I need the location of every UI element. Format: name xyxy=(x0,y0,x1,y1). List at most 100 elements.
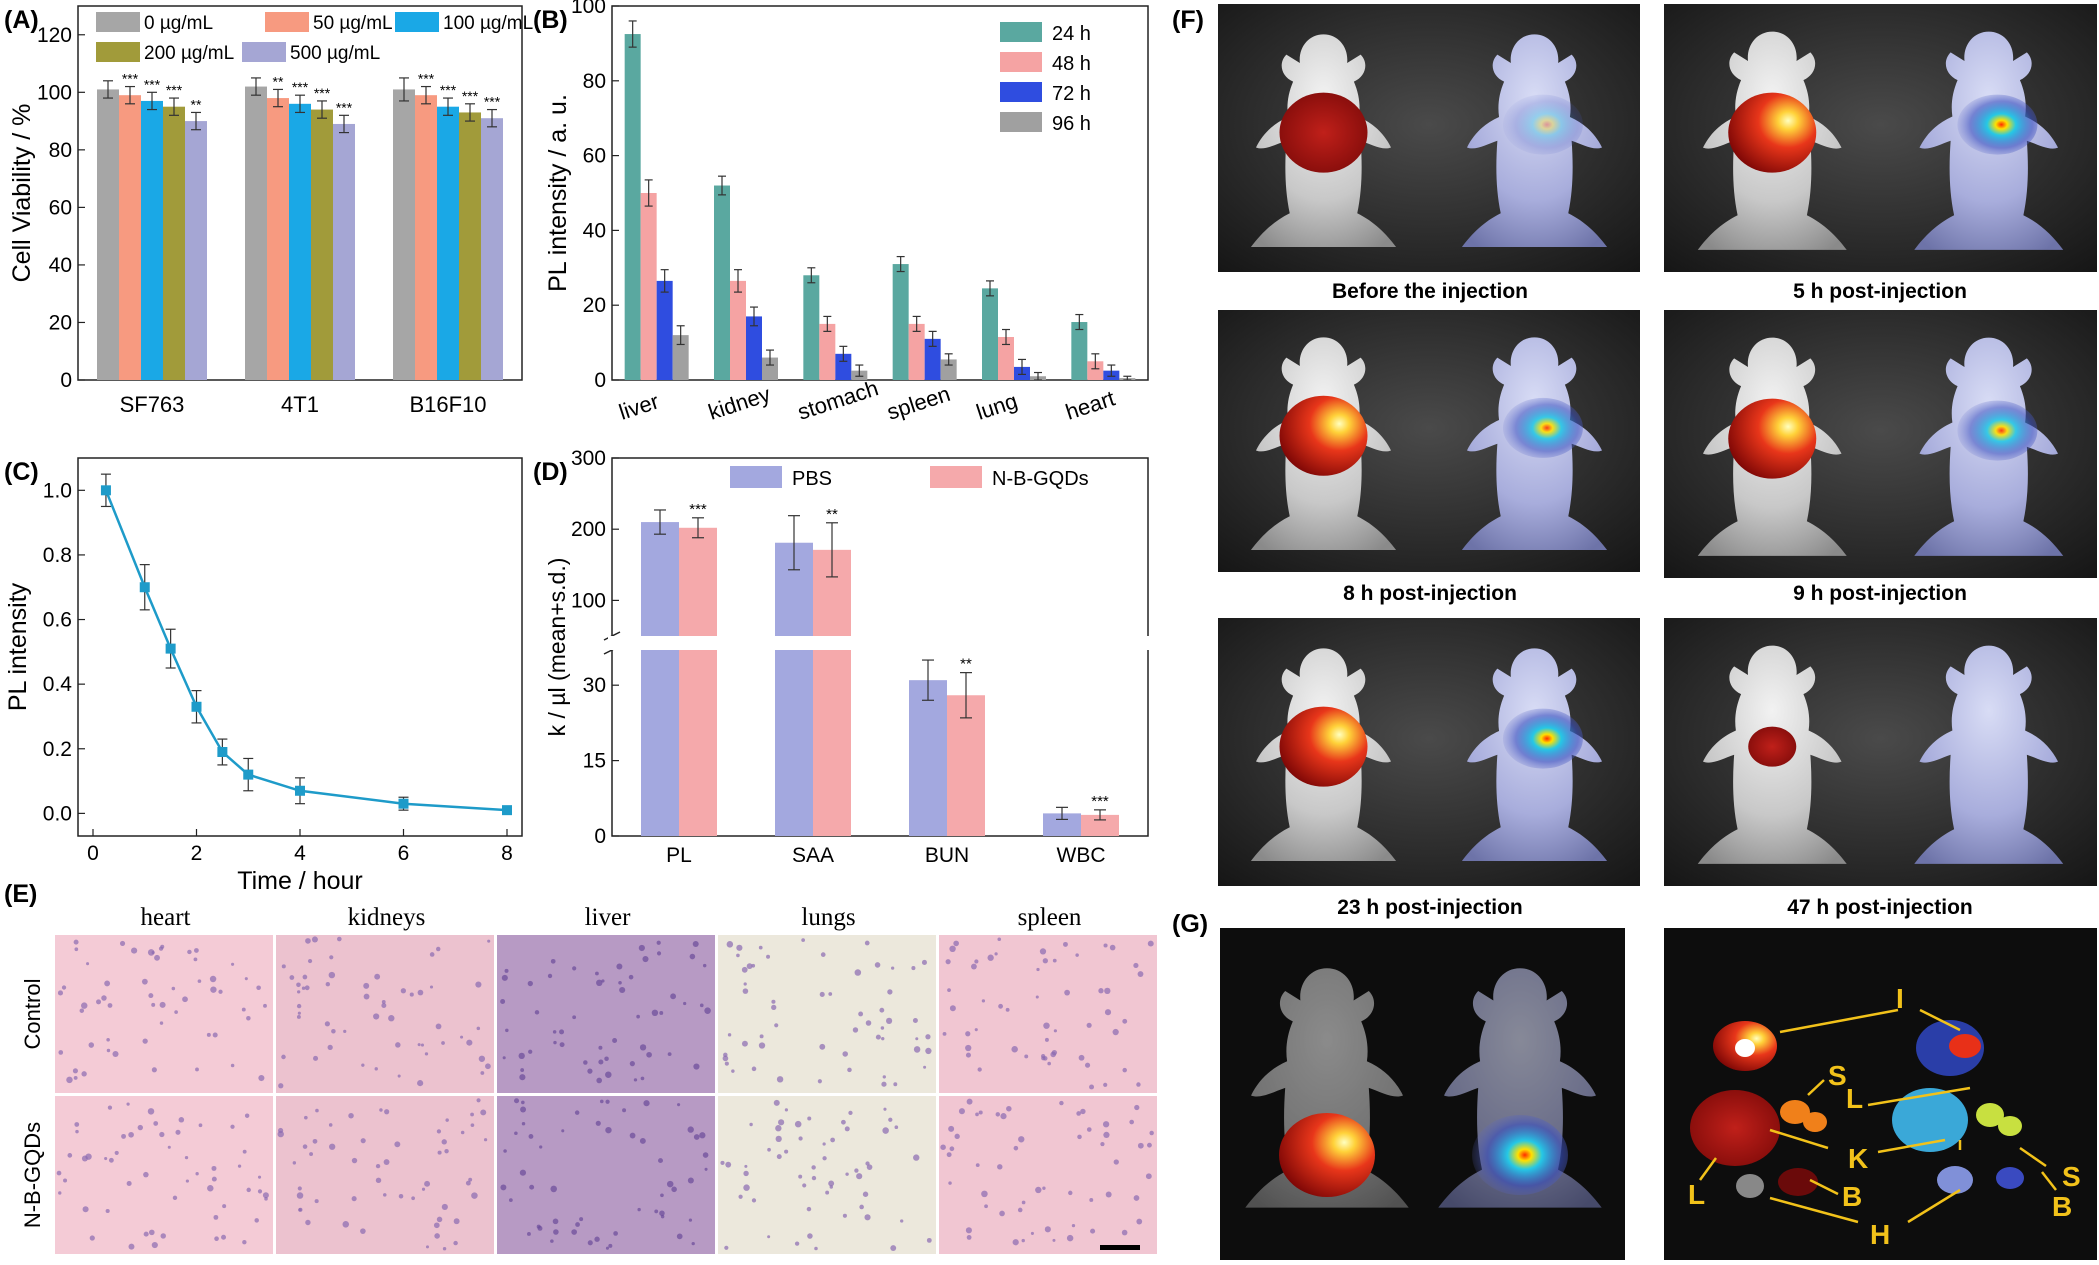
cell-nucleus xyxy=(637,1207,641,1212)
cell-nucleus xyxy=(519,1074,526,1081)
cell-nucleus xyxy=(1147,940,1154,947)
cell-nucleus xyxy=(1102,1121,1110,1128)
cell-nucleus xyxy=(1100,1141,1105,1147)
cell-nucleus xyxy=(949,945,956,953)
cell-nucleus xyxy=(374,1067,378,1071)
cell-nucleus xyxy=(948,1181,952,1185)
bar xyxy=(333,123,355,380)
cell-nucleus xyxy=(767,1147,771,1152)
cell-nucleus xyxy=(775,1135,782,1142)
organ-label-K: K xyxy=(1848,1143,1868,1174)
cell-nucleus xyxy=(693,1134,700,1140)
cell-nucleus xyxy=(74,947,79,952)
cell-nucleus xyxy=(608,1243,613,1248)
cell-nucleus xyxy=(758,945,763,950)
cell-nucleus xyxy=(398,1193,404,1199)
bar xyxy=(982,288,998,380)
bar xyxy=(1071,322,1088,380)
cell-nucleus xyxy=(559,1042,565,1048)
bar xyxy=(947,695,985,836)
bar xyxy=(163,106,185,380)
cell-nucleus xyxy=(218,989,223,994)
y-tick-label: 20 xyxy=(583,294,606,317)
cell-nucleus xyxy=(978,1110,983,1115)
cell-nucleus xyxy=(751,963,756,968)
cell-nucleus xyxy=(539,1145,543,1149)
imaging-caption: Before the injection xyxy=(1332,280,1528,303)
cell-nucleus xyxy=(241,1007,246,1012)
cell-nucleus xyxy=(948,1125,955,1132)
cell-nucleus xyxy=(646,1051,652,1058)
liver-signal xyxy=(1279,92,1368,173)
cell-nucleus xyxy=(722,1055,729,1062)
cell-nucleus xyxy=(654,1209,659,1214)
cell-nucleus xyxy=(483,1138,488,1142)
organ-label-B-right: B xyxy=(2052,1191,2072,1222)
cell-nucleus xyxy=(521,1100,525,1105)
cell-nucleus xyxy=(879,1007,885,1013)
cell-nucleus xyxy=(842,1051,848,1057)
data-point xyxy=(217,747,228,757)
cell-nucleus xyxy=(842,1213,847,1218)
cell-nucleus xyxy=(605,1099,610,1104)
cell-nucleus xyxy=(1089,1084,1095,1090)
x-tick-label: spleen xyxy=(884,381,953,425)
cell-nucleus xyxy=(244,977,248,981)
histology-tile xyxy=(55,935,273,1093)
bar xyxy=(267,98,289,381)
y-tick-label: 1.0 xyxy=(43,479,72,502)
cell-nucleus xyxy=(605,1246,609,1250)
cell-nucleus xyxy=(442,1246,447,1251)
data-point xyxy=(139,582,150,593)
cell-nucleus xyxy=(159,1131,165,1138)
chart-pl-decay: 0.0 0.2 0.4 0.6 0.8 1.0 0 2 4 6 8 PL intensity Time … xyxy=(4,457,523,895)
in-vivo-imaging-panel: Before the injection 5 h post-injection 8 … xyxy=(1218,4,2097,919)
cell-nucleus xyxy=(995,1112,1001,1117)
cell-nucleus xyxy=(704,1167,708,1171)
cell-nucleus xyxy=(297,1011,301,1015)
cell-nucleus xyxy=(75,1129,79,1134)
cell-nucleus xyxy=(514,1131,518,1136)
x-tick-label: B16F10 xyxy=(409,392,486,417)
cell-nucleus xyxy=(629,1061,635,1067)
cell-nucleus xyxy=(417,989,424,996)
x-tick-label: PL xyxy=(666,844,692,867)
y-tick-label: 30 xyxy=(583,674,606,697)
significance-mark: *** xyxy=(314,85,331,101)
cell-nucleus xyxy=(400,988,407,994)
histology-column-label: lungs xyxy=(801,904,855,931)
cell-nucleus xyxy=(212,1032,218,1038)
x-tick-label: 8 xyxy=(501,842,513,865)
cell-nucleus xyxy=(289,975,295,980)
cell-nucleus xyxy=(574,1110,580,1115)
cell-nucleus xyxy=(397,1074,401,1078)
cell-nucleus xyxy=(444,1148,449,1154)
legend-label: PBS xyxy=(792,468,832,490)
cell-nucleus xyxy=(184,1155,189,1160)
cell-nucleus xyxy=(1041,1054,1046,1059)
data-point xyxy=(502,805,512,816)
panel-label-B: (B) xyxy=(533,6,568,34)
cell-nucleus xyxy=(699,1003,704,1008)
cell-nucleus xyxy=(263,1003,267,1008)
cell-nucleus xyxy=(845,1172,849,1176)
cell-nucleus xyxy=(1104,987,1111,995)
cell-nucleus xyxy=(305,1219,311,1226)
bar xyxy=(679,527,717,836)
cell-nucleus xyxy=(771,999,776,1004)
data-point xyxy=(191,701,202,712)
legend-swatch xyxy=(1000,112,1042,132)
cell-nucleus xyxy=(105,1208,110,1214)
cell-nucleus xyxy=(806,1206,812,1212)
cell-nucleus xyxy=(119,940,126,947)
cell-nucleus xyxy=(209,975,217,983)
cell-nucleus xyxy=(553,1040,557,1045)
cell-nucleus xyxy=(500,999,506,1005)
chart-b-frame xyxy=(611,5,1149,381)
cell-nucleus xyxy=(296,1003,302,1009)
cell-nucleus xyxy=(292,1161,297,1165)
cell-nucleus xyxy=(822,1156,827,1161)
cell-nucleus xyxy=(1145,1173,1152,1180)
cell-nucleus xyxy=(613,1231,618,1236)
cell-nucleus xyxy=(148,993,154,999)
